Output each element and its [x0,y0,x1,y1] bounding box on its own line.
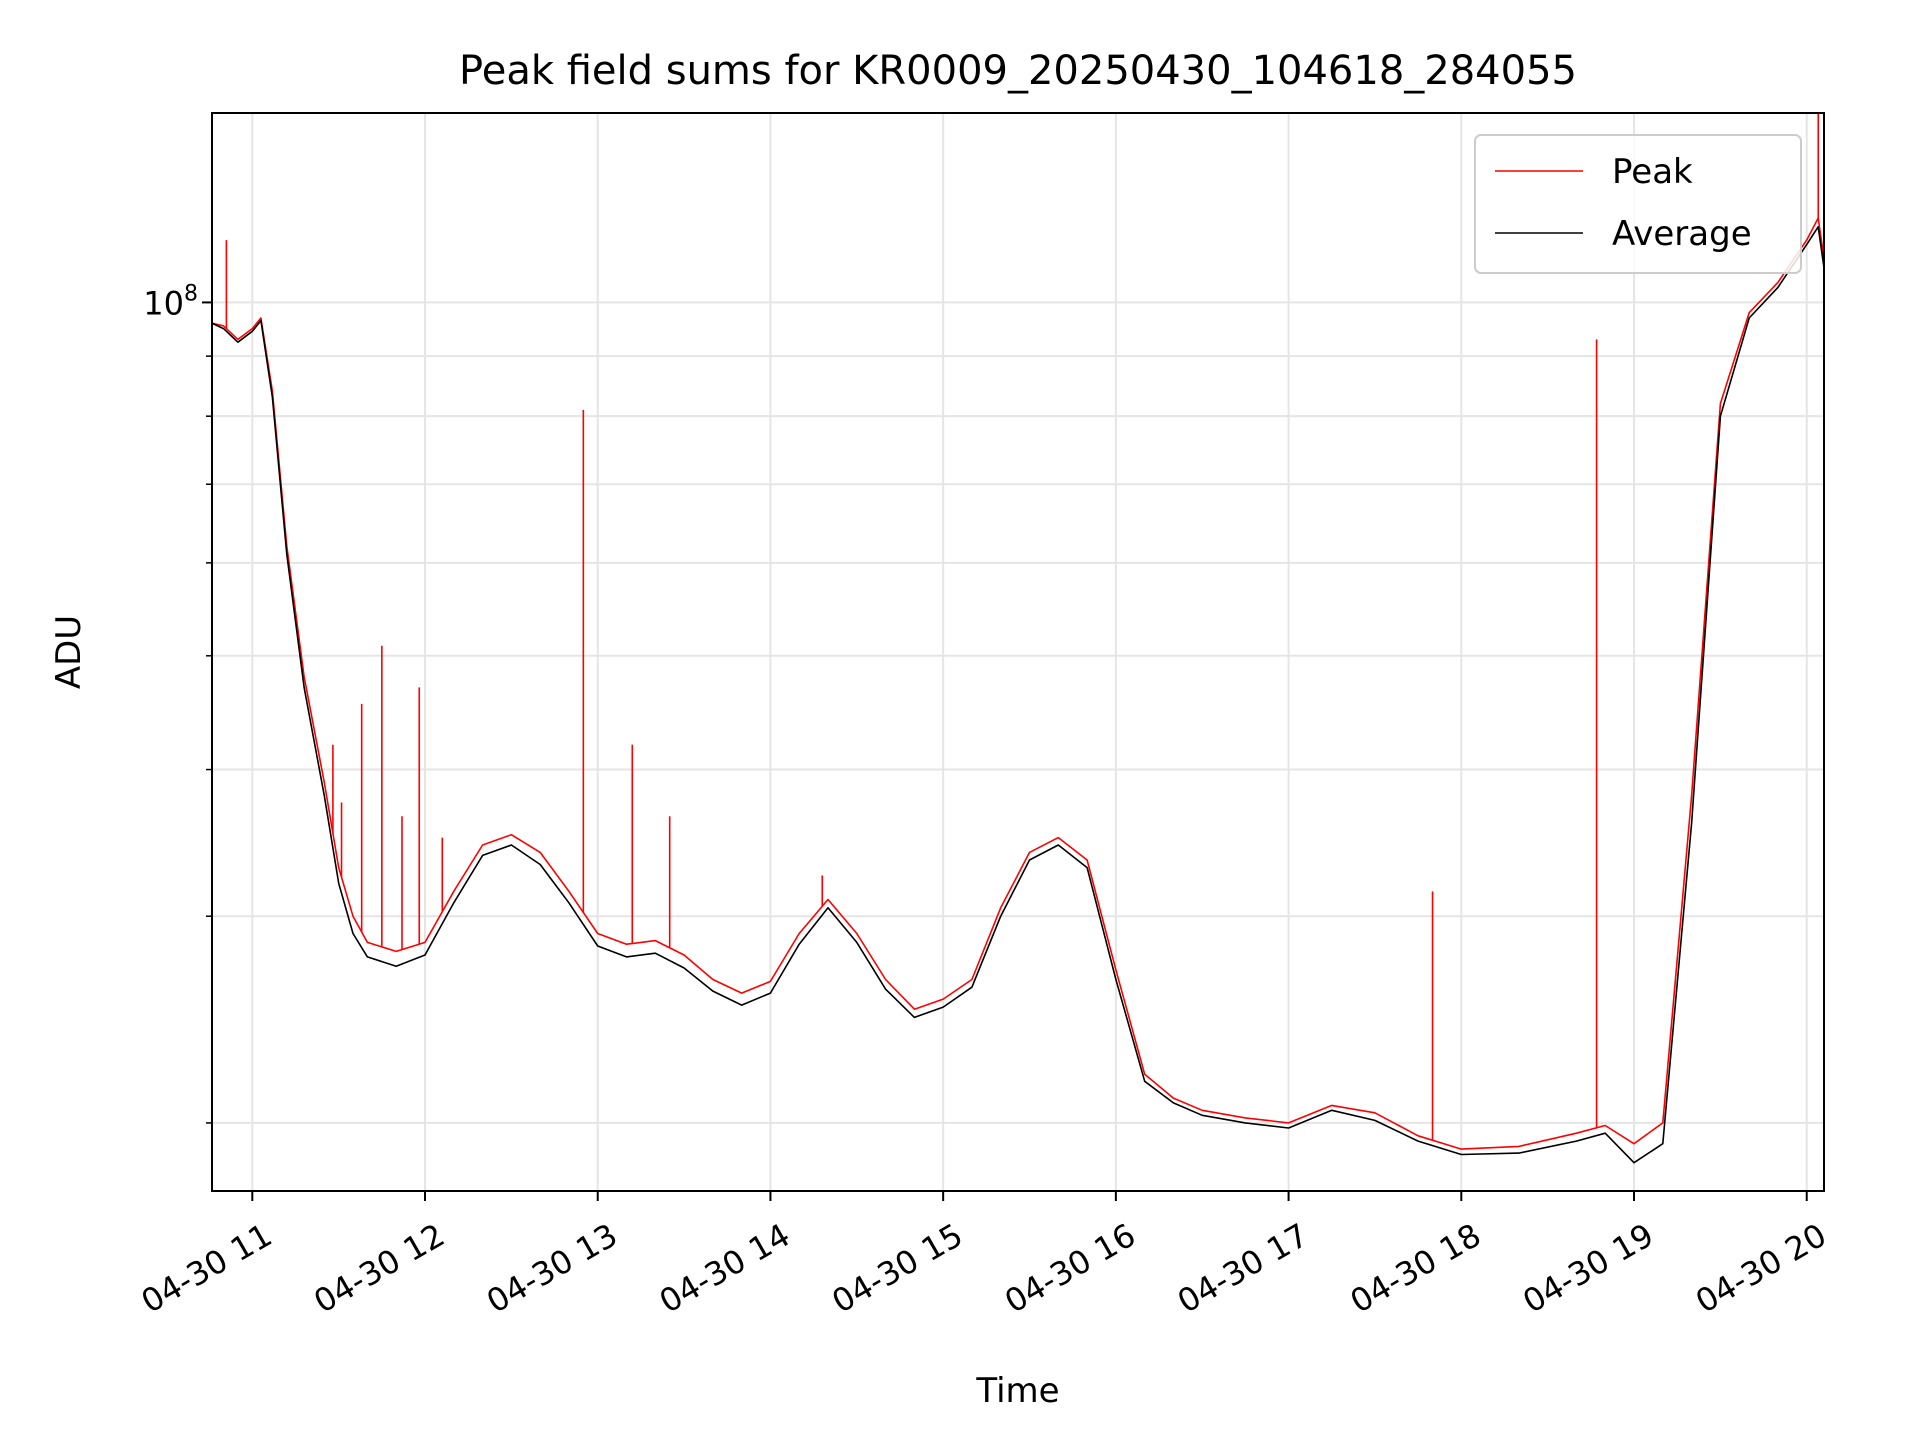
legend-label-average: Average [1612,214,1752,254]
chart-title: Peak field sums for KR0009_20250430_1046… [459,48,1577,94]
series-line-average [212,226,1824,1164]
series-line-peak [212,217,1824,1150]
x-tick-label: 04-30 12 [307,1216,451,1321]
x-tick-label: 04-30 16 [998,1216,1142,1321]
y-tick-label: 108 [143,281,198,322]
legend: Peak Average [1474,134,1802,274]
x-tick-label: 04-30 13 [480,1216,624,1321]
series-layer [212,113,1824,1164]
x-tick-label: 04-30 18 [1344,1216,1488,1321]
grid [212,113,1824,1191]
x-axis-label: Time [975,1371,1059,1411]
y-axis: 108 [143,281,212,1124]
legend-label-peak: Peak [1612,152,1693,192]
y-tick-label-base: 10 [143,284,184,322]
x-tick-label: 04-30 14 [653,1216,797,1321]
x-tick-label: 04-30 11 [135,1216,279,1321]
y-tick-label-exponent: 8 [184,281,198,306]
plot-frame [211,112,1825,1192]
x-axis: 04-30 11 04-30 12 04-30 13 04-30 14 04-30 15… [135,1191,1833,1321]
x-tick-label: 04-30 20 [1689,1216,1833,1321]
x-tick-label: 04-30 15 [826,1216,970,1321]
x-tick-label: 04-30 17 [1171,1216,1315,1321]
legend-box [1474,134,1802,274]
y-axis-label: ADU [49,615,89,689]
x-tick-label: 04-30 19 [1516,1216,1660,1321]
